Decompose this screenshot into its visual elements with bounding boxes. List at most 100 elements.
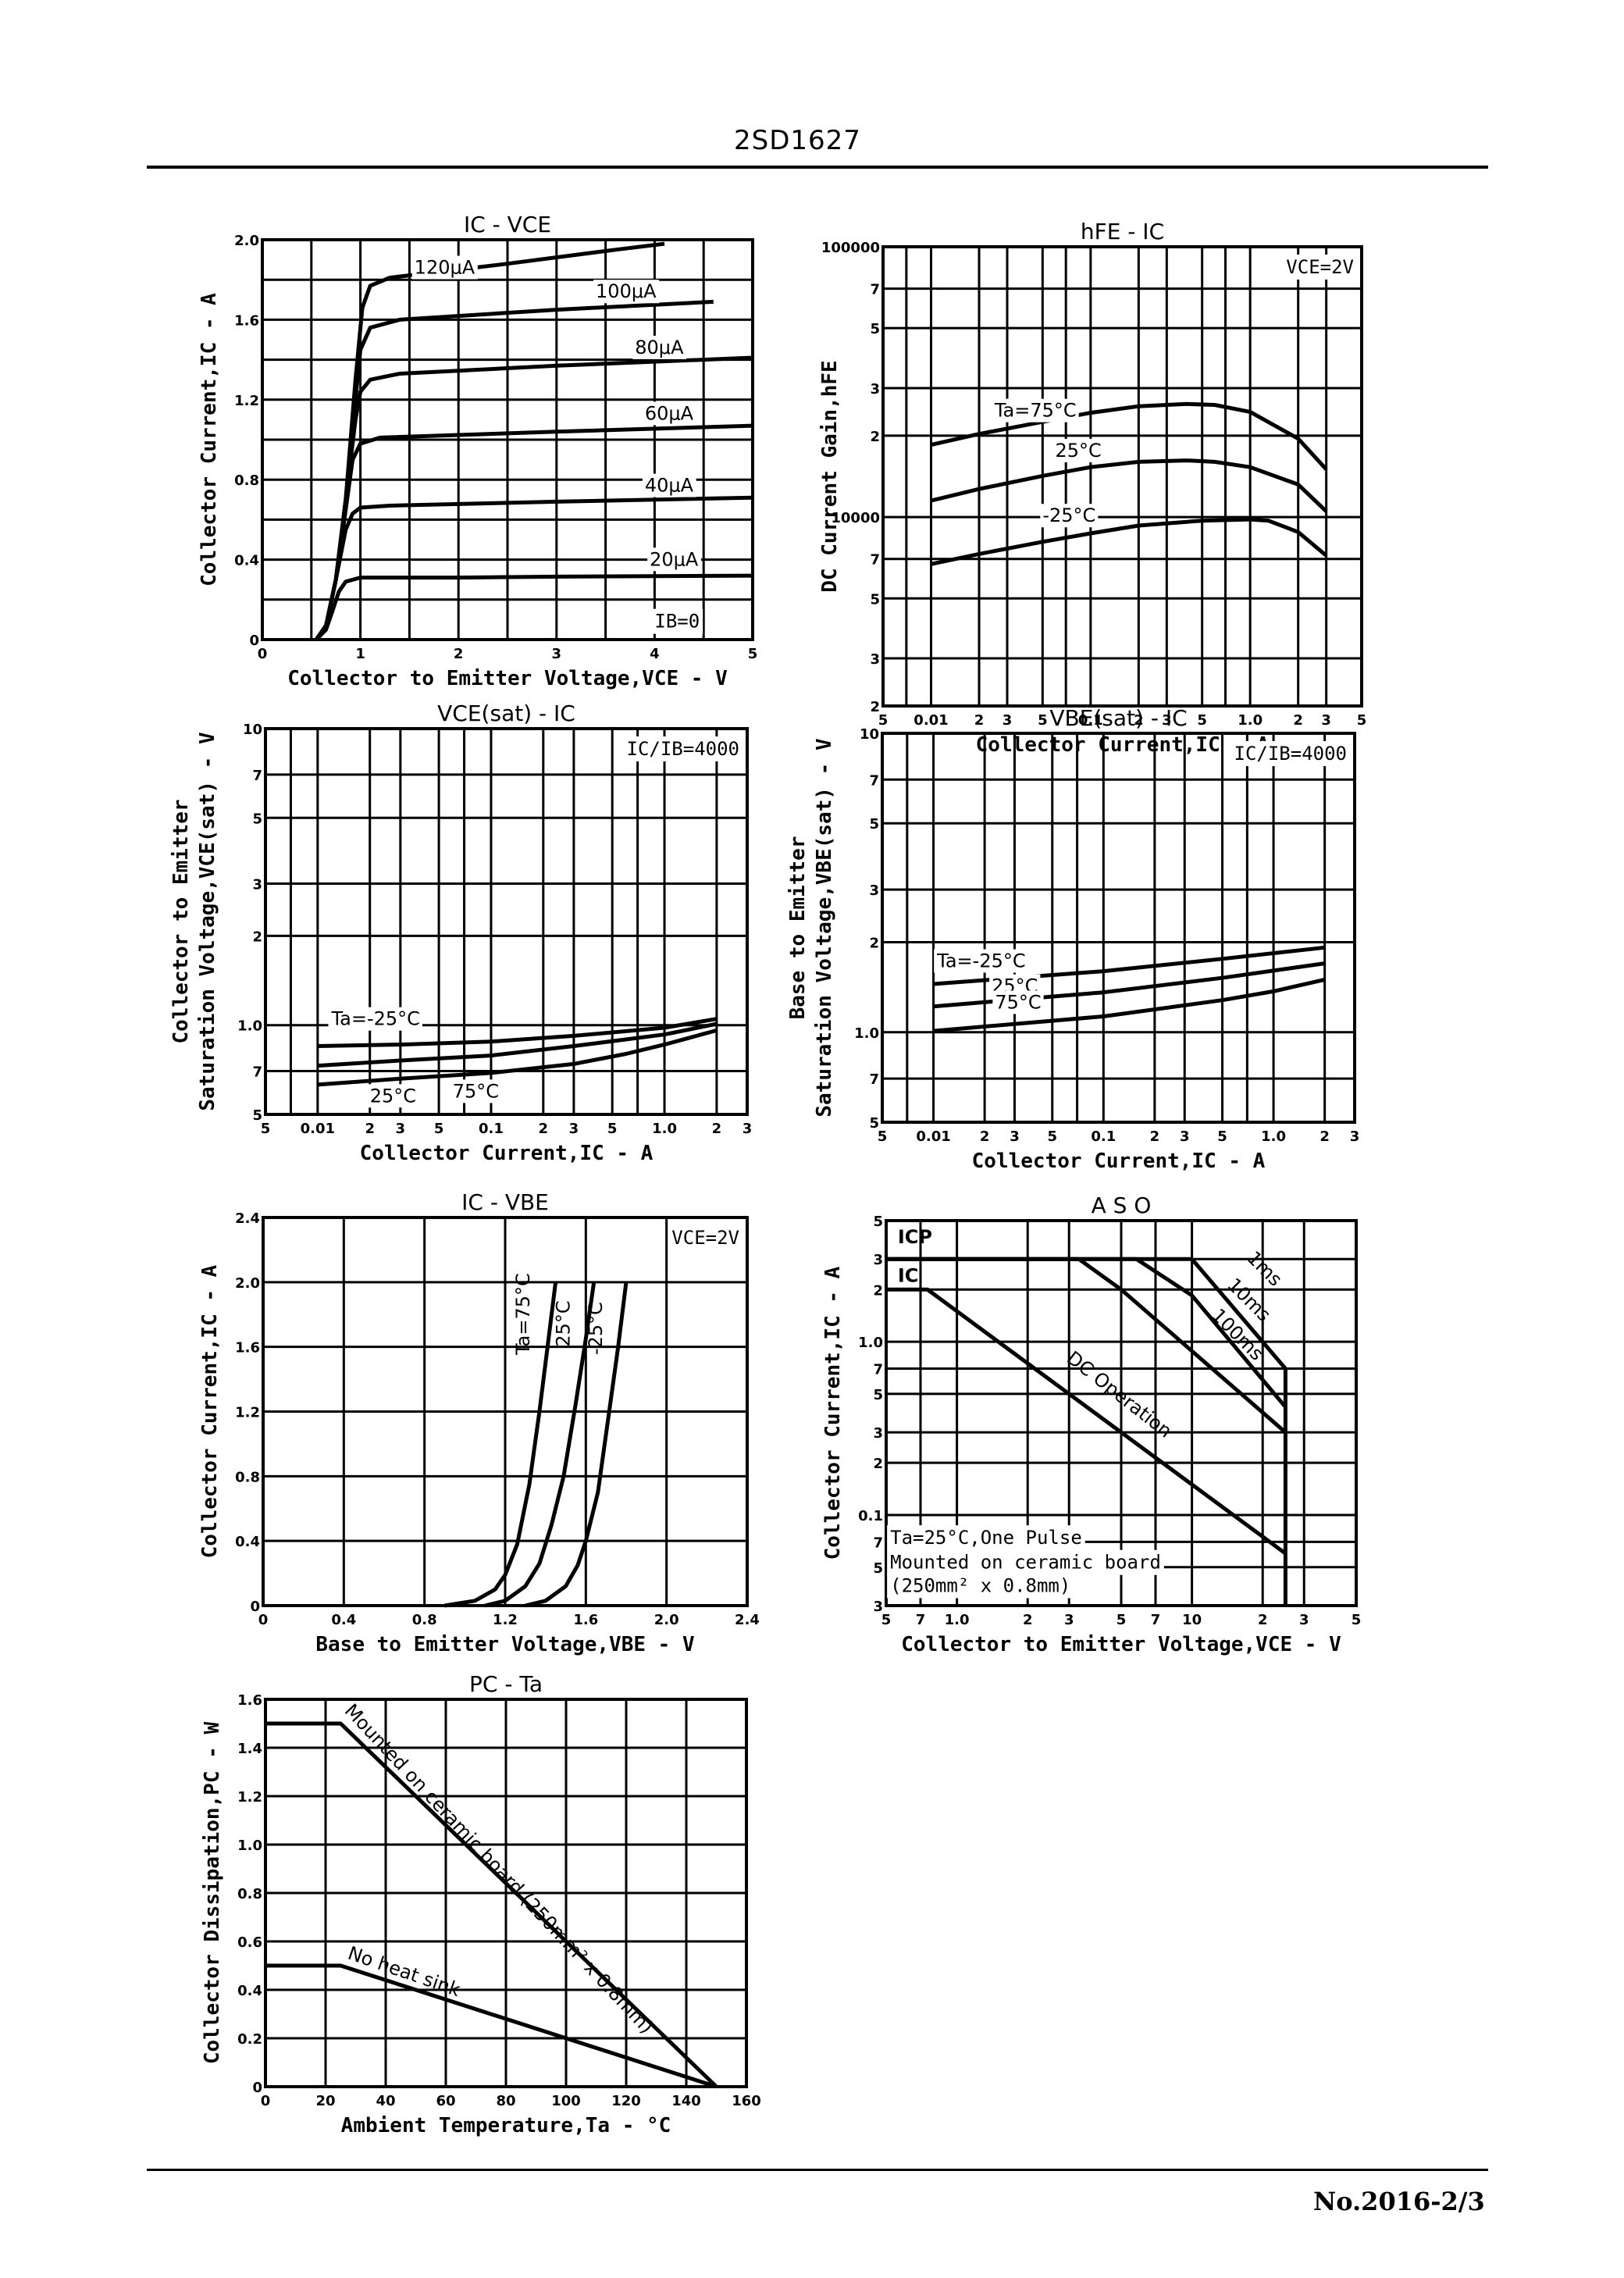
y-tick-label: 7 (870, 552, 880, 569)
x-tick-label: 2 (1320, 1128, 1330, 1145)
label-bg (411, 255, 478, 280)
y-tick-label: 7 (869, 772, 879, 789)
x-tick-label: 5 (748, 646, 758, 662)
label-bg (642, 473, 696, 497)
x-tick-label: 2 (712, 1121, 722, 1137)
y-axis-label: Base to Emitter (786, 836, 810, 1020)
plot-frame (264, 727, 749, 1116)
x-tick-label: 3 (1064, 1612, 1074, 1628)
x-tick-label: 0.01 (301, 1121, 335, 1137)
y-tick-label: 5 (869, 1115, 879, 1132)
y-tick-label: 3 (873, 1425, 883, 1442)
x-tick-label: 3 (743, 1121, 753, 1137)
x-tick-label: 5 (881, 1612, 892, 1628)
x-tick-label: 0.01 (916, 1128, 950, 1145)
y-axis-label: Saturation Voltage,VBE(sat) - V (813, 738, 836, 1117)
y-tick-label: 10 (243, 722, 262, 738)
x-tick-label: 3 (1299, 1612, 1309, 1628)
chart-pc-ta: 0 20 40 60 80 100 120 140 160 0 0.2 0.4 0.6 0.8 1.0 1.2… (201, 1671, 761, 2137)
y-axis-label: Collector Current,IC - A (821, 1266, 845, 1560)
y-tick-label: 2 (873, 1456, 883, 1472)
series-curve (484, 1282, 597, 1608)
y-tick-label: 2.0 (235, 1275, 260, 1292)
x-tick-label: 1.0 (1261, 1128, 1286, 1145)
x-tick-label: 3 (396, 1121, 406, 1137)
x-tick-label: 3 (569, 1121, 579, 1137)
annotation-bg (668, 1225, 743, 1250)
x-tick-label: 5 (1038, 712, 1048, 729)
x-tick-label: 5 (878, 1128, 888, 1145)
x-tick-label: 0.01 (914, 712, 948, 729)
y-tick-label: 1.2 (234, 393, 259, 409)
x-tick-label: 1.0 (1238, 712, 1263, 729)
label-bg (934, 949, 1028, 973)
series-label: -25°C (585, 1302, 607, 1355)
x-tick-label: 60 (436, 2093, 455, 2109)
y-tick-label: 1.0 (858, 1335, 883, 1351)
x-tick-label: 120 (611, 2093, 641, 2109)
y-tick-label: 5 (873, 1560, 883, 1577)
chart-title: hFE - IC (1081, 219, 1164, 244)
x-tick-label: 2 (1293, 712, 1303, 729)
x-tick-label: 40 (376, 2093, 395, 2109)
chart-annotation: Ta=25°C,One Pulse (890, 1527, 1082, 1549)
x-tick-label: 2 (539, 1121, 549, 1137)
y-tick-label: 0 (250, 1599, 260, 1615)
y-tick-label: 5 (252, 1107, 262, 1124)
y-tick-label: 1.6 (237, 1692, 262, 1709)
label-bg (992, 990, 1044, 1014)
x-tick-label: 2 (1150, 1128, 1160, 1145)
series-label: 60μA (645, 402, 694, 424)
label-bg (328, 1007, 422, 1031)
series-label: Ta=75°C (994, 400, 1077, 422)
chart-annotation: VCE=2V (671, 1227, 739, 1249)
x-tick-label: 3 (1010, 1128, 1020, 1145)
x-tick-label: 5 (434, 1121, 444, 1137)
y-tick-label: 5 (869, 816, 879, 832)
y-tick-label: 7 (873, 1361, 883, 1378)
label-bg (647, 547, 701, 572)
x-tick-label: 0.1 (1078, 712, 1103, 729)
y-tick-label: 0.1 (858, 1508, 883, 1524)
annotation-bg (887, 1549, 1164, 1575)
y-tick-label: 1.6 (234, 312, 259, 329)
y-axis-label: Collector Current,IC - A (198, 1264, 222, 1558)
x-tick-label: 2 (1023, 1612, 1033, 1628)
y-tick-label: 1.0 (237, 1838, 262, 1854)
y-tick-label: 1.6 (235, 1340, 260, 1356)
series-label: 25°C (553, 1300, 575, 1346)
x-tick-label: 160 (732, 2093, 761, 2109)
series-label: -25°C (1042, 504, 1095, 526)
series-curve (265, 1963, 718, 2089)
series-curve (930, 458, 1328, 513)
label-bg (1052, 439, 1104, 463)
series-curve (444, 1282, 558, 1608)
x-tick-label: 0 (258, 646, 268, 662)
x-axis-label: Collector Current,IC - A (972, 1150, 1266, 1173)
page-number: No.2016-2/3 (1313, 2187, 1485, 2216)
chart-annotation: IB=0 (654, 611, 700, 633)
chart-title: VCE(sat) - IC (437, 701, 575, 726)
y-tick-label: 7 (873, 1535, 883, 1551)
label-bg (642, 401, 696, 426)
y-tick-label: 2 (870, 699, 880, 715)
series-label: 120μA (415, 257, 475, 279)
x-tick-label: 2 (974, 712, 985, 729)
x-axis-label: Base to Emitter Voltage,VBE - V (315, 1633, 694, 1656)
x-tick-label: 20 (315, 2093, 335, 2109)
series-label: 75°C (995, 991, 1041, 1013)
y-tick-label: 1.0 (237, 1018, 262, 1035)
y-tick-label: 5 (870, 591, 880, 608)
chart-title: IC - VBE (461, 1189, 549, 1215)
y-tick-label: 5 (870, 321, 880, 337)
series-label: Mounted on ceramic board (250mm² x 0.8mm… (340, 1699, 657, 2037)
x-axis-label: Collector to Emitter Voltage,VCE - V (901, 1633, 1341, 1656)
series-curve (886, 1257, 1287, 1409)
series-curve (930, 517, 1328, 566)
y-tick-label: 0.8 (234, 472, 259, 489)
y-tick-label: 3 (873, 1252, 883, 1268)
y-tick-label: 2.0 (234, 233, 259, 249)
x-tick-label: 0.8 (412, 1612, 437, 1628)
